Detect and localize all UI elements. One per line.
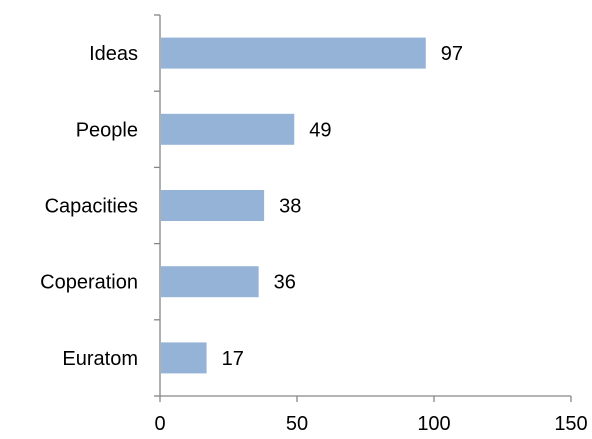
category-label: Coperation bbox=[40, 272, 138, 294]
bars bbox=[161, 37, 426, 374]
data-label: 49 bbox=[309, 119, 331, 141]
data-label: 97 bbox=[441, 43, 463, 65]
data-label: 17 bbox=[222, 348, 244, 370]
category-label: Capacities bbox=[45, 196, 138, 218]
category-label: People bbox=[76, 119, 138, 141]
data-label: 36 bbox=[274, 272, 296, 294]
data-label: 38 bbox=[279, 196, 301, 218]
category-label: Ideas bbox=[89, 43, 138, 65]
axes bbox=[154, 14, 572, 402]
x-tick-label: 50 bbox=[286, 413, 308, 435]
x-tick-label: 150 bbox=[554, 413, 587, 435]
x-tick-label: 0 bbox=[154, 413, 165, 435]
bar bbox=[161, 37, 426, 69]
labels: 0 50 100 150 Ideas 97 People 49 Capacities 38 Cope… bbox=[40, 43, 588, 435]
bar bbox=[161, 266, 259, 298]
bar bbox=[161, 113, 295, 145]
category-label: Euratom bbox=[62, 348, 138, 370]
bar bbox=[161, 190, 265, 221]
bar bbox=[161, 342, 207, 374]
x-tick-label: 100 bbox=[417, 413, 450, 435]
